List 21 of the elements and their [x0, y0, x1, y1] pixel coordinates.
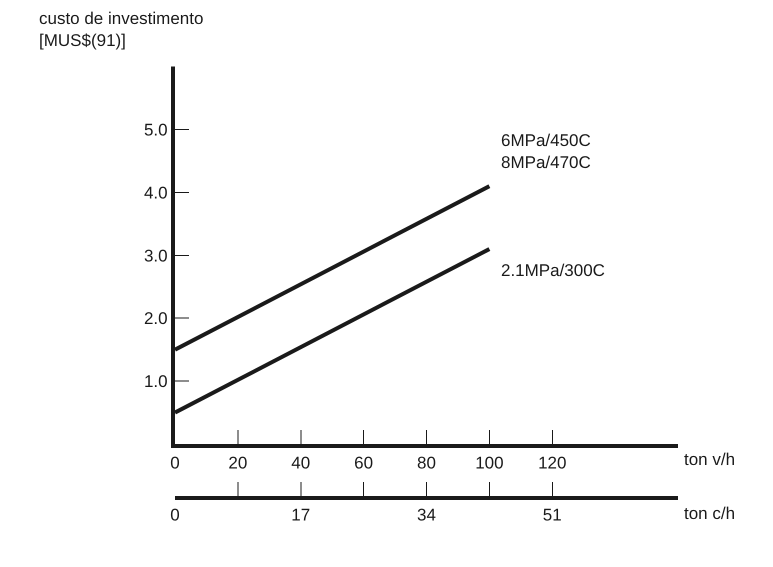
x-axis-title: ton v/h [684, 450, 736, 469]
x-tick-label: 80 [417, 453, 436, 472]
series-label: 6MPa/450C 8MPa/470C [501, 131, 591, 172]
x-tick-label: 120 [538, 453, 566, 472]
y-axis-title: custo de investimento [MUS$(91)] [39, 9, 204, 50]
x-tick-label: 100 [475, 453, 504, 472]
y-tick-label: 5.0 [144, 120, 168, 140]
y-tick-label: 3.0 [144, 246, 168, 266]
y-tick-label: 1.0 [144, 372, 168, 392]
y-tick-label: 4.0 [144, 183, 168, 202]
x2-tick-label: 17 [291, 505, 310, 524]
x-tick-label: 20 [228, 453, 248, 472]
x-tick-label: 40 [291, 453, 310, 472]
x2-tick-label: 0 [170, 505, 180, 524]
y-tick-label: 2.0 [144, 309, 168, 328]
x-tick-label: 0 [170, 453, 180, 472]
x2-tick-label: 51 [542, 505, 562, 524]
series-label: 2.1MPa/300C [501, 261, 605, 280]
x2-axis-title: ton c/h [684, 504, 736, 523]
x-tick-label: 60 [354, 453, 374, 472]
x2-tick-label: 34 [417, 505, 436, 524]
